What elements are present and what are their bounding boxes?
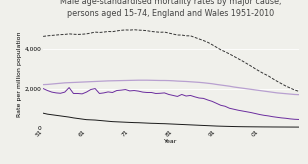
X-axis label: Year: Year — [164, 139, 178, 144]
Circulatory — [41, 35, 45, 37]
Respiratory — [119, 89, 123, 91]
Circulatory — [115, 30, 119, 32]
Cancers — [206, 82, 210, 84]
Infections — [297, 126, 301, 128]
Cancers — [85, 81, 88, 83]
Cancers — [136, 79, 140, 81]
Cancers — [124, 80, 127, 82]
Respiratory — [206, 99, 210, 101]
Line: Cancers: Cancers — [43, 80, 299, 95]
Cancers — [128, 79, 132, 81]
Respiratory — [89, 89, 93, 91]
Respiratory — [111, 92, 114, 93]
Circulatory — [85, 33, 88, 35]
Infections — [202, 124, 205, 126]
Infections — [41, 112, 45, 114]
Respiratory — [297, 118, 301, 120]
Respiratory — [128, 90, 132, 92]
Respiratory — [67, 87, 71, 89]
Title: Male age-standardised mortality rates by major cause,
persons aged 15-74, Englan: Male age-standardised mortality rates by… — [60, 0, 282, 18]
Circulatory — [128, 29, 132, 31]
Cancers — [41, 84, 45, 86]
Line: Circulatory: Circulatory — [43, 30, 299, 91]
Infections — [115, 121, 119, 123]
Cancers — [106, 80, 110, 82]
Circulatory — [106, 31, 110, 32]
Circulatory — [124, 29, 127, 31]
Circulatory — [132, 29, 136, 31]
Line: Infections: Infections — [43, 113, 299, 127]
Infections — [85, 119, 88, 121]
Line: Respiratory: Respiratory — [43, 88, 299, 119]
Cancers — [115, 80, 119, 82]
Respiratory — [41, 88, 45, 90]
Circulatory — [297, 90, 301, 92]
Cancers — [297, 94, 301, 96]
Infections — [106, 120, 110, 122]
Circulatory — [206, 41, 210, 43]
Y-axis label: Rate per million population: Rate per million population — [17, 31, 22, 117]
Respiratory — [132, 90, 136, 92]
Infections — [124, 121, 127, 123]
Infections — [128, 121, 132, 123]
